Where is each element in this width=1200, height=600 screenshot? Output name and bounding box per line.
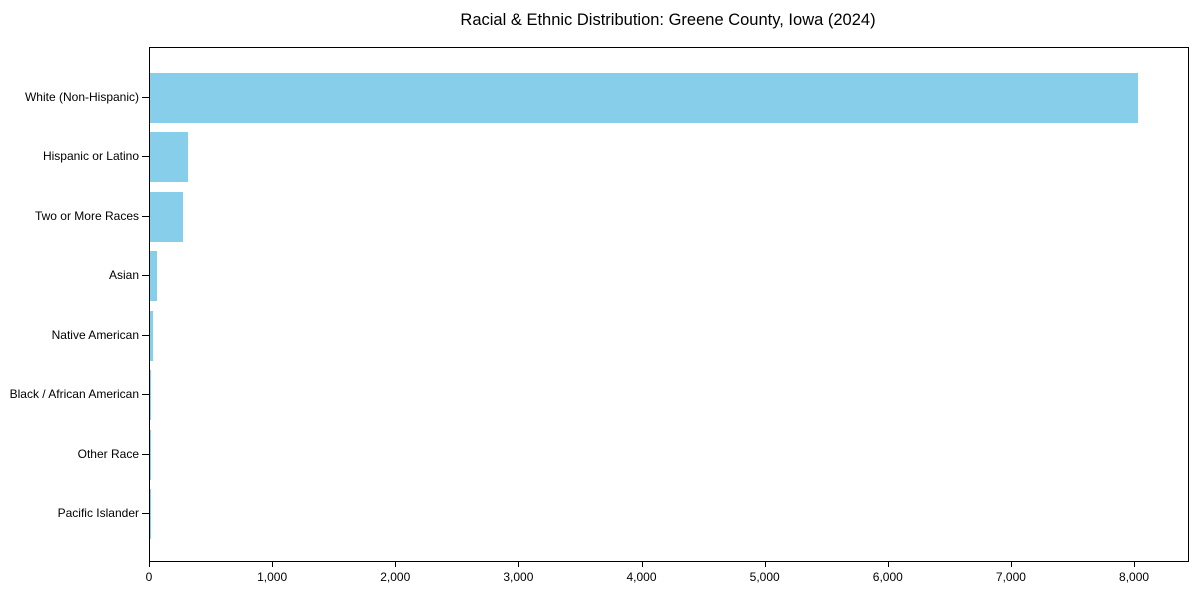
bar-asian — [150, 251, 158, 302]
x-tick-label: 3,000 — [503, 570, 534, 584]
x-tick-label: 0 — [145, 570, 153, 584]
y-tick-label: Asian — [108, 268, 139, 283]
x-tick-mark — [395, 561, 397, 567]
y-tick-mark — [142, 513, 149, 514]
y-tick-mark — [142, 453, 149, 455]
x-tick-label: 7,000 — [995, 570, 1026, 584]
y-tick-mark — [142, 215, 149, 217]
y-tick-label: Black / African American — [9, 387, 139, 402]
y-tick-label: Other Race — [77, 446, 139, 461]
plot-area — [149, 47, 1189, 562]
x-tick-mark — [149, 561, 150, 567]
y-tick-label: Pacific Islander — [57, 506, 139, 520]
x-tick-mark — [641, 561, 643, 567]
x-tick-label: 4,000 — [626, 570, 657, 584]
bar-black-african-american — [150, 370, 152, 421]
x-tick-mark — [518, 561, 520, 567]
x-tick-label: 5,000 — [749, 570, 780, 584]
y-tick-label: White (Non-Hispanic) — [24, 90, 139, 104]
x-tick-mark — [1134, 561, 1136, 567]
x-tick-mark — [1010, 561, 1012, 567]
bar-native-american — [150, 310, 154, 361]
x-tick-mark — [272, 561, 274, 567]
y-tick-mark — [142, 275, 149, 277]
bar-white-non-hispanic — [150, 73, 1139, 123]
x-tick-label: 8,000 — [1119, 570, 1150, 584]
x-tick-mark — [764, 561, 766, 567]
bar-two-or-more-races — [150, 191, 184, 242]
x-tick-mark — [887, 561, 889, 567]
x-tick-label: 6,000 — [872, 570, 903, 584]
y-tick-mark — [142, 394, 149, 396]
bar-other-race — [150, 429, 151, 480]
bar-hispanic-or-latino — [150, 132, 189, 183]
chart-title: Racial & Ethnic Distribution: Greene Cou… — [460, 11, 876, 29]
y-tick-label: Hispanic or Latino — [42, 149, 139, 164]
y-tick-mark — [142, 334, 149, 336]
y-tick-label: Two or More Races — [34, 208, 139, 223]
y-tick-label: Native American — [51, 327, 139, 342]
y-tick-mark — [142, 97, 149, 98]
x-tick-label: 2,000 — [380, 570, 411, 584]
x-tick-label: 1,000 — [257, 570, 288, 584]
y-tick-mark — [142, 156, 149, 158]
